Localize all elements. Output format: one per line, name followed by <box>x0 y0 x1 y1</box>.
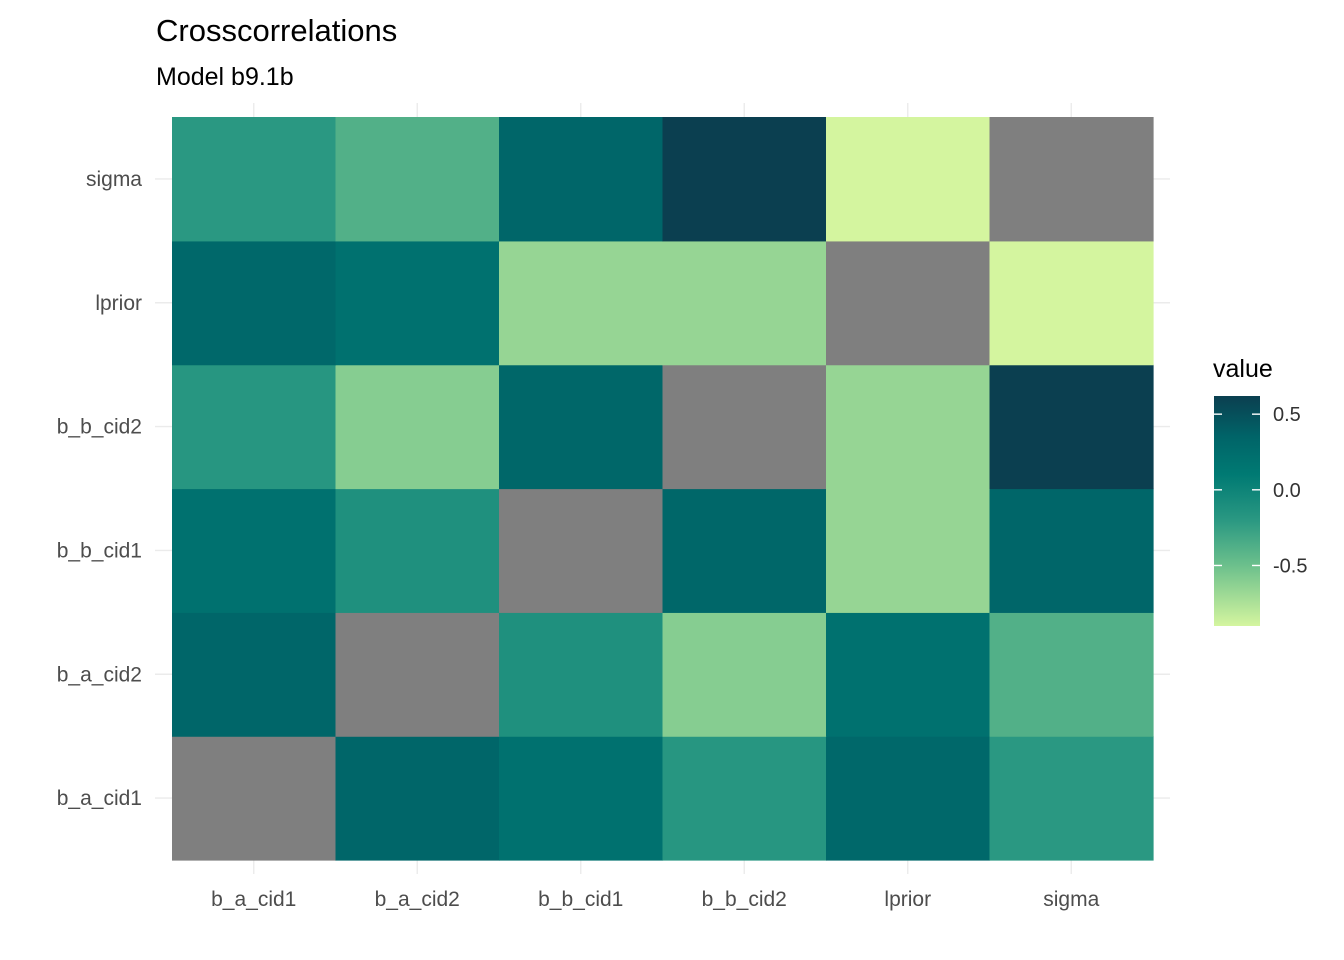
heatmap-cell-b_a_cid2-b_a_cid1 <box>172 612 337 737</box>
heatmap-cell-b_b_cid2-b_a_cid1 <box>172 364 337 490</box>
heatmap-cell-sigma-lprior <box>826 117 991 242</box>
x-tick-label: b_b_cid2 <box>702 888 787 911</box>
heatmap-cell-b_b_cid1-b_b_cid1 <box>499 488 664 613</box>
heatmap-cell-b_b_cid2-b_b_cid1 <box>499 364 664 490</box>
y-tick-label: b_a_cid1 <box>57 787 142 810</box>
legend-title: value <box>1213 355 1273 383</box>
heatmap-cells <box>172 117 1154 861</box>
x-tick-label: lprior <box>884 888 931 911</box>
legend-tick-label: 0.5 <box>1273 404 1301 426</box>
legend-colorbar <box>1214 396 1260 626</box>
y-tick-label: lprior <box>95 292 142 315</box>
color-legend: value 0.5 0.0 -0.5 <box>1213 355 1307 626</box>
heatmap-cell-b_a_cid1-sigma <box>989 736 1154 861</box>
heatmap-cell-lprior-b_a_cid1 <box>172 240 337 366</box>
heatmap-cell-b_b_cid2-lprior <box>826 364 991 490</box>
x-tick-label: sigma <box>1043 888 1099 911</box>
heatmap-cell-b_a_cid1-b_a_cid2 <box>335 736 500 861</box>
x-tick-label: b_a_cid1 <box>211 888 296 911</box>
heatmap-cell-sigma-b_b_cid2 <box>662 117 827 242</box>
heatmap-cell-lprior-sigma <box>989 240 1154 366</box>
heatmap-cell-lprior-b_b_cid2 <box>662 240 827 366</box>
legend-tick-label: -0.5 <box>1273 555 1307 577</box>
heatmap-cell-b_b_cid1-b_a_cid2 <box>335 488 500 613</box>
heatmap-cell-b_a_cid1-b_b_cid1 <box>499 736 664 861</box>
heatmap-cell-lprior-b_a_cid2 <box>335 240 500 366</box>
heatmap-cell-b_b_cid1-lprior <box>826 488 991 613</box>
heatmap-cell-b_b_cid2-b_b_cid2 <box>662 364 827 490</box>
heatmap-cell-b_b_cid1-b_a_cid1 <box>172 488 337 613</box>
x-tick-label: b_a_cid2 <box>375 888 460 911</box>
heatmap-cell-b_a_cid1-b_a_cid1 <box>172 736 337 861</box>
y-tick-label: b_a_cid2 <box>57 663 142 686</box>
y-axis-ticks: b_a_cid1 b_a_cid2 b_b_cid1 b_b_cid2 lprior si… <box>57 168 143 810</box>
heatmap-cell-b_a_cid1-b_b_cid2 <box>662 736 827 861</box>
heatmap-cell-b_b_cid1-sigma <box>989 488 1154 613</box>
heatmap-cell-b_a_cid2-b_a_cid2 <box>335 612 500 737</box>
legend-tick-label: 0.0 <box>1273 480 1301 502</box>
x-tick-label: b_b_cid1 <box>538 888 623 911</box>
y-tick-label: b_b_cid2 <box>57 416 142 439</box>
heatmap-cell-lprior-lprior <box>826 240 991 366</box>
heatmap-cell-b_b_cid2-b_a_cid2 <box>335 364 500 490</box>
heatmap-cell-b_a_cid2-lprior <box>826 612 991 737</box>
heatmap-cell-sigma-b_b_cid1 <box>499 117 664 242</box>
heatmap-cell-b_b_cid1-b_b_cid2 <box>662 488 827 613</box>
heatmap-cell-sigma-sigma <box>989 117 1154 242</box>
chart-subtitle: Model b9.1b <box>156 63 294 91</box>
chart-title: Crosscorrelations <box>156 13 397 48</box>
legend-ticks: 0.5 0.0 -0.5 <box>1214 404 1307 577</box>
heatmap-cell-b_a_cid2-b_b_cid1 <box>499 612 664 737</box>
heatmap-cell-lprior-b_b_cid1 <box>499 240 664 366</box>
heatmap-cell-b_a_cid2-b_b_cid2 <box>662 612 827 737</box>
heatmap-cell-sigma-b_a_cid1 <box>172 117 337 242</box>
y-tick-label: b_b_cid1 <box>57 539 142 562</box>
heatmap-cell-sigma-b_a_cid2 <box>335 117 500 242</box>
heatmap-cell-b_a_cid2-sigma <box>989 612 1154 737</box>
x-axis-ticks: b_a_cid1 b_a_cid2 b_b_cid1 b_b_cid2 lprior si… <box>211 888 1099 911</box>
heatmap-cell-b_b_cid2-sigma <box>989 364 1154 490</box>
y-tick-label: sigma <box>86 168 142 191</box>
heatmap-cell-b_a_cid1-lprior <box>826 736 991 861</box>
